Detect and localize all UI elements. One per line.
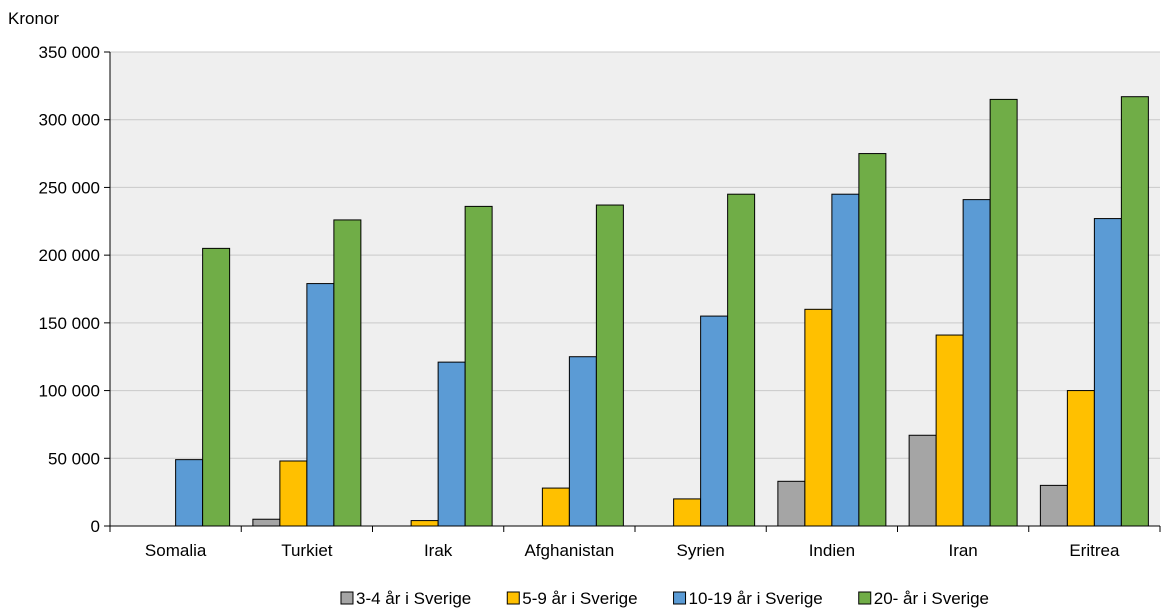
y-axis-ticks: 0 50 000 100 000 150 000 200 000 250 000 300 0… [39, 43, 110, 536]
y-tick-label: 250 000 [39, 178, 100, 197]
bar [541, 487, 570, 527]
bar [1039, 484, 1068, 527]
legend-swatch [340, 591, 354, 605]
x-category-label: Afghanistan [524, 541, 614, 560]
bar [908, 434, 937, 527]
gridlines [110, 51, 1160, 459]
bar [727, 193, 756, 527]
legend-swatch [673, 591, 687, 605]
bar [464, 205, 493, 527]
legend-item: 5-9 år i Sverige [506, 589, 638, 608]
bar [673, 498, 702, 527]
y-tick-label: 50 000 [48, 449, 100, 468]
x-category-label: Somalia [145, 541, 207, 560]
y-tick-label: 350 000 [39, 43, 100, 62]
x-category-label: Syrien [677, 541, 725, 560]
bar [962, 199, 991, 527]
bar [252, 518, 281, 527]
bar [700, 315, 729, 527]
bar [777, 480, 806, 527]
legend-label: 5-9 år i Sverige [522, 589, 637, 608]
y-tick-label: 0 [91, 517, 100, 536]
bar [1093, 218, 1122, 527]
bar [568, 356, 597, 527]
bar [989, 98, 1018, 527]
bar [437, 361, 466, 527]
legend-label: 3-4 år i Sverige [356, 589, 471, 608]
x-category-label: Eritrea [1069, 541, 1120, 560]
x-category-label: Turkiet [281, 541, 333, 560]
y-axis-title: Kronor [8, 9, 59, 28]
legend: 3-4 år i Sverige 5-9 år i Sverige 10-19 år… [340, 589, 989, 608]
bar [1120, 96, 1149, 527]
legend-label: 20- år i Sverige [874, 589, 989, 608]
bar [935, 334, 964, 527]
bar [595, 204, 624, 527]
bar [175, 459, 204, 527]
y-tick-label: 300 000 [39, 111, 100, 130]
bar [410, 520, 439, 527]
bar [306, 283, 335, 527]
bar [1066, 390, 1095, 527]
x-category-label: Iran [948, 541, 977, 560]
bar [333, 219, 362, 527]
bar [831, 193, 860, 527]
bar [804, 308, 833, 527]
bars [175, 96, 1149, 527]
bar [858, 153, 887, 527]
x-category-label: Indien [809, 541, 855, 560]
y-tick-label: 200 000 [39, 246, 100, 265]
y-tick-label: 100 000 [39, 382, 100, 401]
legend-item: 3-4 år i Sverige [340, 589, 471, 608]
x-axis-categories: Somalia Turkiet Irak Afghanistan Syrien Indie… [109, 526, 1161, 560]
legend-item: 10-19 år i Sverige [673, 589, 823, 608]
bar [202, 247, 231, 527]
bar [279, 460, 308, 527]
x-category-label: Irak [424, 541, 453, 560]
legend-item: 20- år i Sverige [858, 589, 989, 608]
legend-swatch [858, 591, 872, 605]
legend-label: 10-19 år i Sverige [689, 589, 823, 608]
legend-swatch [506, 591, 520, 605]
y-tick-label: 150 000 [39, 314, 100, 333]
